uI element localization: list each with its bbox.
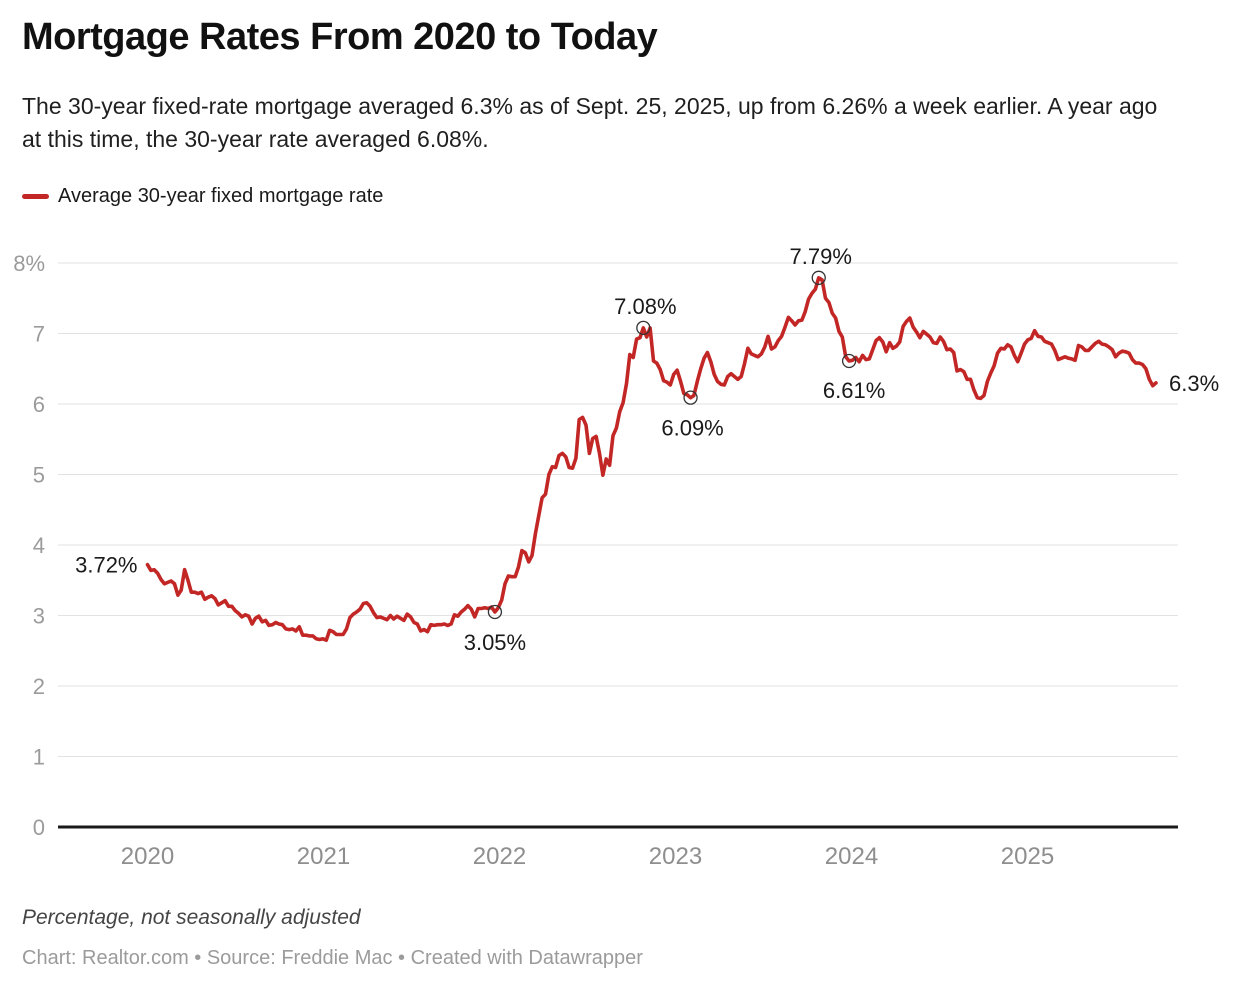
x-tick-label: 2021 bbox=[297, 843, 350, 870]
legend: Average 30-year fixed mortgage rate bbox=[22, 185, 383, 208]
x-tick-label: 2025 bbox=[1001, 843, 1054, 870]
legend-line-swatch bbox=[22, 194, 49, 199]
annotation-marker bbox=[636, 320, 651, 336]
y-tick-label: 3 bbox=[33, 604, 45, 629]
x-tick-label: 2024 bbox=[825, 843, 878, 870]
y-tick-label: 2 bbox=[33, 674, 45, 699]
legend-label: Average 30-year fixed mortgage rate bbox=[58, 185, 384, 207]
chart-title: Mortgage Rates From 2020 to Today bbox=[22, 16, 658, 58]
annotation-label: 3.05% bbox=[464, 630, 526, 655]
y-tick-label: 6 bbox=[33, 392, 45, 417]
chart-notes: Percentage, not seasonally adjusted bbox=[22, 906, 361, 929]
y-tick-label: 8% bbox=[13, 251, 45, 276]
y-tick-label: 1 bbox=[33, 745, 45, 770]
y-tick-label: 4 bbox=[33, 533, 45, 558]
rate-line bbox=[145, 275, 1158, 643]
annotation-label: 6.61% bbox=[823, 378, 885, 403]
annotation-label: 6.09% bbox=[661, 416, 723, 441]
y-tick-label: 0 bbox=[33, 815, 45, 840]
x-tick-label: 2023 bbox=[649, 843, 702, 870]
annotation-marker bbox=[841, 353, 857, 369]
annotation-marker bbox=[683, 390, 698, 405]
x-tick-label: 2022 bbox=[473, 843, 526, 870]
y-tick-label: 5 bbox=[33, 463, 45, 488]
annotation-label: 6.3% bbox=[1169, 371, 1219, 396]
chart-credit: Chart: Realtor.com • Source: Freddie Mac… bbox=[22, 947, 643, 969]
y-tick-label: 7 bbox=[33, 322, 45, 347]
chart-subtitle: The 30-year fixed-rate mortgage averaged… bbox=[22, 93, 1158, 152]
annotation-marker bbox=[811, 270, 826, 285]
annotation-label: 3.72% bbox=[75, 553, 137, 578]
annotation-label: 7.08% bbox=[614, 294, 676, 319]
x-tick-label: 2020 bbox=[121, 843, 174, 870]
annotation-marker bbox=[487, 604, 503, 620]
annotation-label: 7.79% bbox=[790, 244, 852, 269]
